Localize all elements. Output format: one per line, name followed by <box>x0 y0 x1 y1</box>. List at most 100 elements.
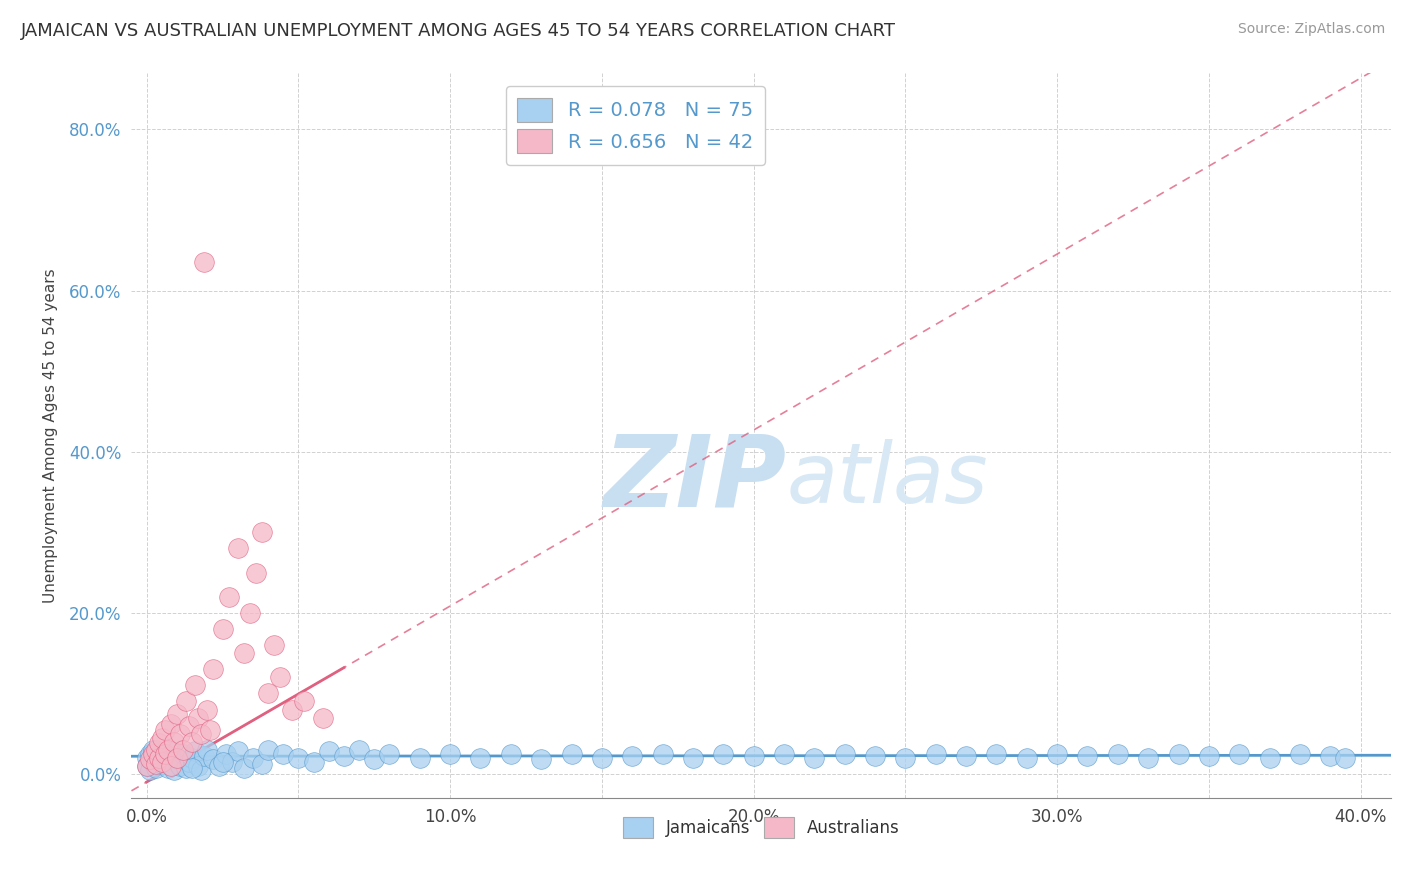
Point <box>148 751 170 765</box>
Text: JAMAICAN VS AUSTRALIAN UNEMPLOYMENT AMONG AGES 45 TO 54 YEARS CORRELATION CHART: JAMAICAN VS AUSTRALIAN UNEMPLOYMENT AMON… <box>21 22 896 40</box>
Point <box>955 749 977 764</box>
Point <box>148 736 170 750</box>
Point <box>530 752 553 766</box>
Point <box>439 747 461 761</box>
Point <box>986 747 1008 761</box>
Point <box>174 694 197 708</box>
Point <box>214 747 236 761</box>
Point <box>1334 751 1357 765</box>
Point <box>135 759 157 773</box>
Point <box>166 751 188 765</box>
Point <box>138 763 160 777</box>
Point <box>142 747 165 761</box>
Point <box>302 755 325 769</box>
Point <box>250 757 273 772</box>
Point <box>333 749 356 764</box>
Point <box>271 747 294 761</box>
Point <box>925 747 948 761</box>
Point <box>163 763 186 777</box>
Point <box>363 752 385 766</box>
Point <box>226 744 249 758</box>
Point <box>1107 747 1129 761</box>
Point <box>651 747 673 761</box>
Point <box>294 694 316 708</box>
Point <box>499 747 522 761</box>
Point <box>560 747 582 761</box>
Point <box>145 760 167 774</box>
Point <box>195 743 218 757</box>
Point <box>1046 747 1069 761</box>
Point <box>172 743 194 757</box>
Point <box>160 717 183 731</box>
Point <box>195 702 218 716</box>
Point <box>1137 751 1160 765</box>
Point <box>281 702 304 716</box>
Point <box>202 752 225 766</box>
Point <box>169 759 191 773</box>
Point <box>138 752 160 766</box>
Point <box>378 747 401 761</box>
Point <box>409 751 432 765</box>
Point <box>138 747 160 761</box>
Point <box>218 590 240 604</box>
Point <box>682 751 704 765</box>
Point <box>156 760 179 774</box>
Point <box>257 686 280 700</box>
Point <box>1015 751 1038 765</box>
Point <box>711 747 734 761</box>
Point <box>184 744 207 758</box>
Point <box>174 760 197 774</box>
Point <box>232 760 254 774</box>
Point <box>269 670 291 684</box>
Point <box>239 606 262 620</box>
Point <box>169 727 191 741</box>
Point <box>166 752 188 766</box>
Point <box>156 743 179 757</box>
Point <box>1319 749 1341 764</box>
Point <box>187 759 209 773</box>
Point <box>172 747 194 761</box>
Point <box>153 723 176 737</box>
Point <box>347 743 370 757</box>
Point <box>135 751 157 765</box>
Point <box>179 755 201 769</box>
Y-axis label: Unemployment Among Ages 45 to 54 years: Unemployment Among Ages 45 to 54 years <box>44 268 58 603</box>
Point <box>1167 747 1189 761</box>
Point <box>232 646 254 660</box>
Point <box>153 749 176 764</box>
Point <box>179 718 201 732</box>
Point <box>145 757 167 772</box>
Point <box>150 755 173 769</box>
Point <box>166 706 188 721</box>
Point <box>1076 749 1098 764</box>
Point <box>153 747 176 761</box>
Point <box>150 731 173 745</box>
Point <box>773 747 796 761</box>
Point <box>1289 747 1312 761</box>
Point <box>135 759 157 773</box>
Point <box>863 749 886 764</box>
Point <box>621 749 644 764</box>
Point <box>470 751 492 765</box>
Point <box>187 710 209 724</box>
Point <box>245 566 267 580</box>
Point <box>1227 747 1250 761</box>
Point <box>200 723 222 737</box>
Point <box>318 744 340 758</box>
Point <box>742 749 765 764</box>
Point <box>160 744 183 758</box>
Point <box>834 747 856 761</box>
Point <box>202 662 225 676</box>
Text: Source: ZipAtlas.com: Source: ZipAtlas.com <box>1237 22 1385 37</box>
Point <box>163 735 186 749</box>
Point <box>184 678 207 692</box>
Point <box>142 755 165 769</box>
Point <box>181 760 204 774</box>
Point <box>257 743 280 757</box>
Point <box>181 751 204 765</box>
Point <box>190 763 212 777</box>
Point <box>263 638 285 652</box>
Point <box>150 757 173 772</box>
Point <box>1198 749 1220 764</box>
Point <box>803 751 825 765</box>
